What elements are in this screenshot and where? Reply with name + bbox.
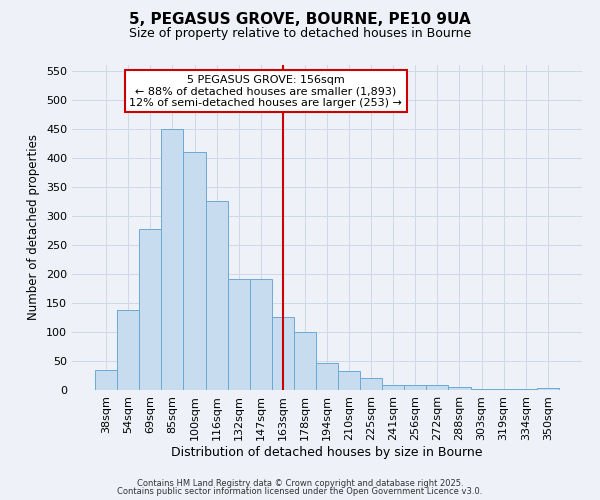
Text: Contains public sector information licensed under the Open Government Licence v3: Contains public sector information licen… [118,487,482,496]
Bar [493,389,515,390]
Bar [537,388,559,390]
Bar [95,370,117,390]
Bar [404,386,427,390]
Bar [470,389,493,390]
Bar [294,332,316,390]
Bar [360,378,382,390]
Text: 5, PEGASUS GROVE, BOURNE, PE10 9UA: 5, PEGASUS GROVE, BOURNE, PE10 9UA [129,12,471,28]
Bar [139,228,161,390]
Bar [250,278,272,390]
Bar [272,318,294,390]
Text: Size of property relative to detached houses in Bourne: Size of property relative to detached ho… [129,28,471,40]
Bar [161,129,184,390]
Bar [227,278,250,390]
Bar [117,310,139,390]
Text: 5 PEGASUS GROVE: 156sqm
← 88% of detached houses are smaller (1,893)
12% of semi: 5 PEGASUS GROVE: 156sqm ← 88% of detache… [130,74,402,108]
Bar [427,386,448,390]
Text: Contains HM Land Registry data © Crown copyright and database right 2025.: Contains HM Land Registry data © Crown c… [137,478,463,488]
Y-axis label: Number of detached properties: Number of detached properties [28,134,40,320]
Bar [338,372,360,390]
Bar [316,362,338,390]
Bar [206,202,227,390]
Bar [382,386,404,390]
Bar [448,387,470,390]
X-axis label: Distribution of detached houses by size in Bourne: Distribution of detached houses by size … [171,446,483,458]
Bar [184,152,206,390]
